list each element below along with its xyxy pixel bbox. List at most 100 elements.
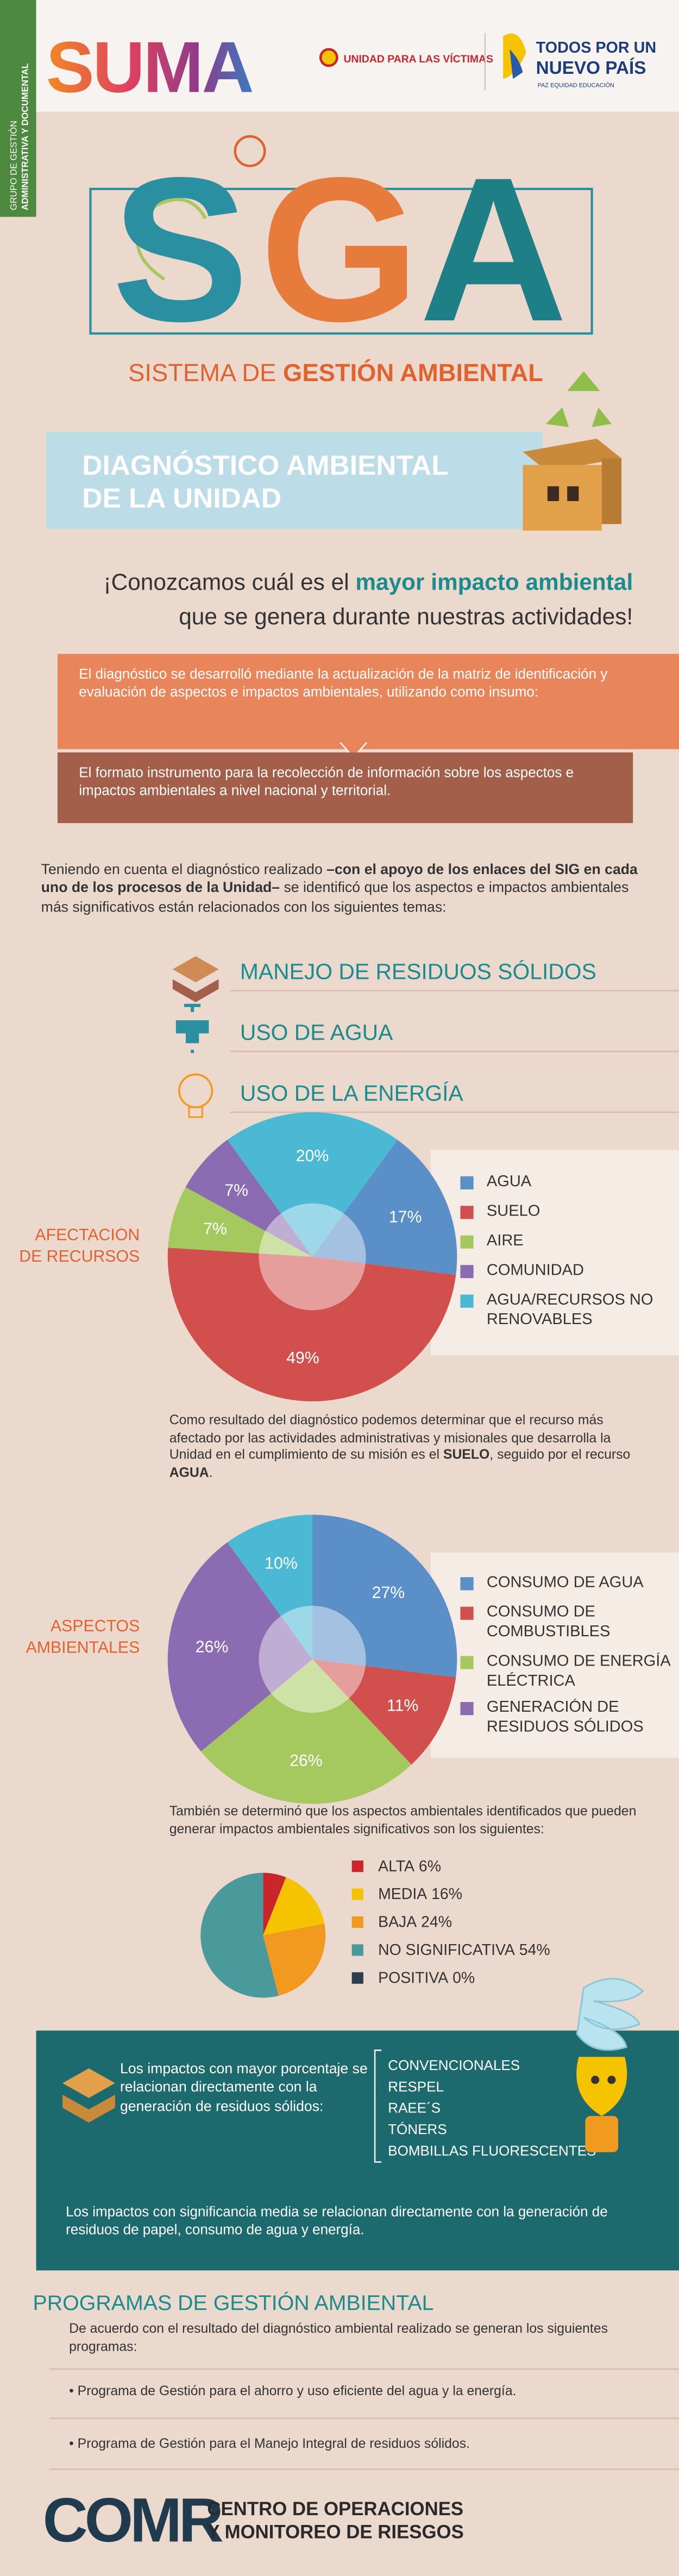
method-box (57, 654, 679, 749)
waste-type: RESPEL (388, 2078, 444, 2094)
waste-type: RAEE´S (388, 2100, 441, 2116)
pie-slice (263, 1872, 286, 1935)
legend-label: POSITIVA (378, 1970, 448, 1987)
gov-motto: PAZ EQUIDAD EDUCACIÓN (538, 81, 614, 88)
waste-type: TÓNERS (388, 2121, 447, 2137)
pie-center (259, 1203, 366, 1311)
pie-center (259, 1605, 366, 1713)
tool-box (57, 752, 633, 824)
box-character (523, 465, 602, 531)
sga-letter: A (419, 135, 568, 364)
legend-swatch (351, 1888, 363, 1900)
bracket (374, 2049, 382, 2163)
legend-swatch (460, 1206, 474, 1219)
box-character (601, 458, 622, 524)
waste-icon (172, 979, 219, 1002)
box-icon (62, 2068, 115, 2098)
legend-swatch (460, 1606, 474, 1620)
medium-text: Los impactos con significancia media se … (66, 2203, 608, 2238)
legend-value: 6% (419, 1858, 441, 1875)
box-eye (547, 486, 559, 501)
topic: MANEJO DE RESIDUOS SÓLIDOS (240, 959, 596, 984)
legend-label: CONSUMO DE ENERGÍA ELÉCTRICA (486, 1653, 670, 1690)
chart-title: ASPECTOS AMBIENTALES (26, 1618, 140, 1657)
footer-logo: COMR (43, 2485, 223, 2555)
chart-title-box: AFECTACIÓN DE RECURSOS (19, 1227, 140, 1266)
energy-icon (188, 1106, 203, 1118)
legend-entry: MEDIA 16% (378, 1885, 462, 1903)
waste-text: Los impactos con mayor porcentaje se rel… (120, 2060, 368, 2115)
gov-logo: NUEVO PAÍS (536, 58, 646, 78)
bulb-eye (591, 2075, 600, 2084)
legend-label: CONSUMO DE COMBUSTIBLES (486, 1603, 611, 1641)
legend-swatch (460, 1656, 474, 1669)
legend-label-box: AGUA/RECURSOS NO RENOVABLES (486, 1291, 653, 1328)
legend-swatch (460, 1294, 474, 1308)
legend-label-box: CONSUMO DE COMBUSTIBLES (486, 1603, 611, 1641)
suma-logo: SUMA (46, 27, 253, 107)
note-part: Como resultado del diagnóstico podemos d… (169, 1413, 611, 1463)
legend-entry: POSITIVA 0% (378, 1970, 475, 1987)
legend-value: 0% (452, 1970, 475, 1987)
sidebar-line: ADMINISTRATIVA Y DOCUMENTAL (20, 63, 30, 210)
pie-slice (200, 1872, 279, 1998)
legend-value: 16% (431, 1885, 462, 1903)
legend-label-box: CONSUMO DE ENERGÍA ELÉCTRICA (486, 1653, 670, 1690)
tool-text-box: El formato instrumento para la recolecci… (79, 764, 574, 799)
chart-title-box: ASPECTOS AMBIENTALES (26, 1618, 140, 1657)
legend-label: SUELO (486, 1202, 540, 1221)
legend-label: CONSUMO DE AGUA (486, 1574, 644, 1592)
legend-label-box: GENERACIÓN DE RESIDUOS SÓLIDOS (486, 1699, 644, 1736)
gov-logo: TODOS POR UN (536, 39, 657, 56)
sidebar (0, 0, 36, 217)
victims-emblem (319, 48, 338, 67)
legend-entry: NO SIGNIFICATIVA 54% (378, 1941, 550, 1959)
legend-entry: ALTA 6% (378, 1858, 441, 1875)
footer-name: CENTRO DE OPERACIONES (207, 2498, 463, 2520)
recycle-icon (545, 371, 612, 427)
header-band (0, 0, 679, 112)
sga-subtitle: SISTEMA DE GESTIÓN AMBIENTAL (128, 358, 543, 387)
pie-slice (168, 1187, 313, 1257)
slice-label: 10% (265, 1555, 298, 1573)
bulb-eye (607, 2075, 616, 2084)
bulb-character (585, 2116, 619, 2153)
legend-label: ALTA (378, 1858, 414, 1875)
note-part: , seguido por el recurso (489, 1447, 631, 1463)
legend-label: MEDIA (378, 1885, 427, 1903)
legend-label: COMUNIDAD (486, 1262, 584, 1280)
slice-label: 26% (290, 1752, 323, 1770)
intro-part: ¡Conozcamos cuál es el (104, 569, 356, 594)
pie-slice (167, 1542, 313, 1752)
legend-label-box: COMUNIDAD (486, 1262, 584, 1280)
slice-label: 17% (389, 1208, 422, 1226)
impacts-note-box: También se determinó que los aspectos am… (169, 1804, 637, 1836)
legend-value: 54% (519, 1941, 550, 1959)
legend-swatch (460, 1577, 474, 1591)
slice-label: 49% (286, 1349, 319, 1367)
logo-frame (89, 187, 593, 335)
bulb-character (576, 1978, 644, 2051)
legend-label-box: AIRE (487, 1232, 524, 1250)
findings-part: –con el apoyo de los enlaces del SIG en … (41, 860, 638, 896)
banner-title: DE LA UNIDAD (82, 482, 281, 514)
legend-value: 24% (421, 1914, 452, 1931)
box-icon (62, 2094, 115, 2123)
legend-swatch (351, 1916, 363, 1928)
slice-label: 7% (203, 1220, 227, 1238)
intro-part: mayor impacto ambiental (355, 569, 633, 594)
pie-slice (312, 1140, 457, 1275)
note-part: SUELO (443, 1447, 490, 1463)
sidebar-line: GRUPO DE GESTIÓN (8, 121, 18, 210)
method-text-box: El diagnóstico se desarrolló mediante la… (79, 666, 607, 700)
slice-label: 7% (224, 1181, 248, 1199)
pie-slice (312, 1659, 456, 1765)
legend-label: NO SIGNIFICATIVA (378, 1941, 515, 1959)
legend-swatch (351, 1972, 363, 1984)
legend-label: GENERACIÓN DE RESIDUOS SÓLIDOS (486, 1699, 644, 1736)
resources-note-box: Como resultado del diagnóstico podemos d… (169, 1413, 631, 1480)
program-item: • Programa de Gestión para el Manejo Int… (69, 2436, 470, 2451)
legend-label: AGUA/RECURSOS NO RENOVABLES (486, 1291, 653, 1328)
pie-slice (200, 1659, 412, 1804)
topic: USO DE AGUA (240, 1020, 393, 1045)
